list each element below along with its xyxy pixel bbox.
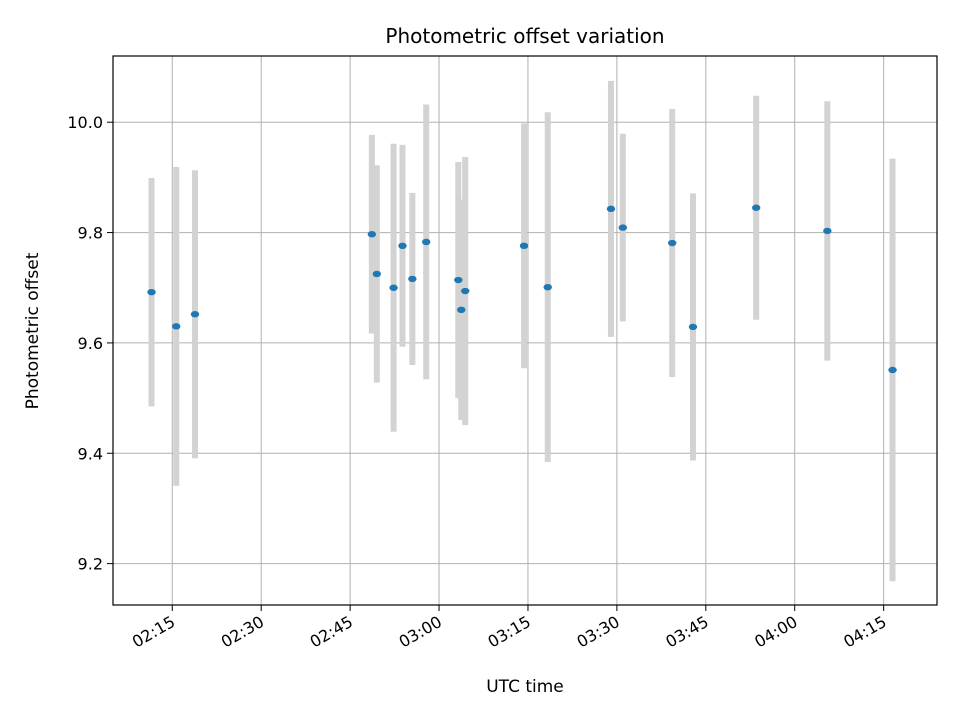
chart-title: Photometric offset variation — [385, 24, 664, 48]
data-point — [190, 311, 200, 318]
data-point — [688, 323, 698, 331]
data-point — [668, 239, 677, 247]
data-point — [398, 242, 407, 250]
data-point — [147, 288, 156, 296]
data-point — [172, 323, 181, 330]
y-tick-label: 9.4 — [78, 444, 103, 463]
data-points — [147, 204, 897, 374]
plot-frame — [112, 55, 938, 606]
data-point — [888, 366, 897, 374]
data-point — [389, 284, 398, 291]
x-axis-title: UTC time — [486, 677, 564, 697]
data-point — [421, 238, 431, 246]
y-tick-label: 9.2 — [78, 555, 103, 574]
data-point — [519, 242, 529, 250]
data-point — [823, 227, 832, 235]
data-point — [751, 204, 761, 211]
data-point — [618, 224, 628, 231]
data-point — [461, 287, 470, 295]
data-point — [372, 270, 381, 278]
data-point — [457, 306, 466, 314]
y-tick-label: 9.6 — [78, 334, 103, 353]
data-point — [454, 276, 463, 284]
y-tick-label: 10.0 — [67, 113, 103, 132]
y-tick-label: 9.8 — [78, 224, 103, 243]
y-axis-ticks: 9.2 9.4 9.6 9.8 10.0 — [67, 113, 113, 574]
y-axis-title: Photometric offset — [23, 252, 43, 409]
data-point — [543, 283, 552, 291]
data-point — [367, 231, 377, 238]
data-point — [606, 205, 616, 213]
data-point — [408, 275, 417, 283]
